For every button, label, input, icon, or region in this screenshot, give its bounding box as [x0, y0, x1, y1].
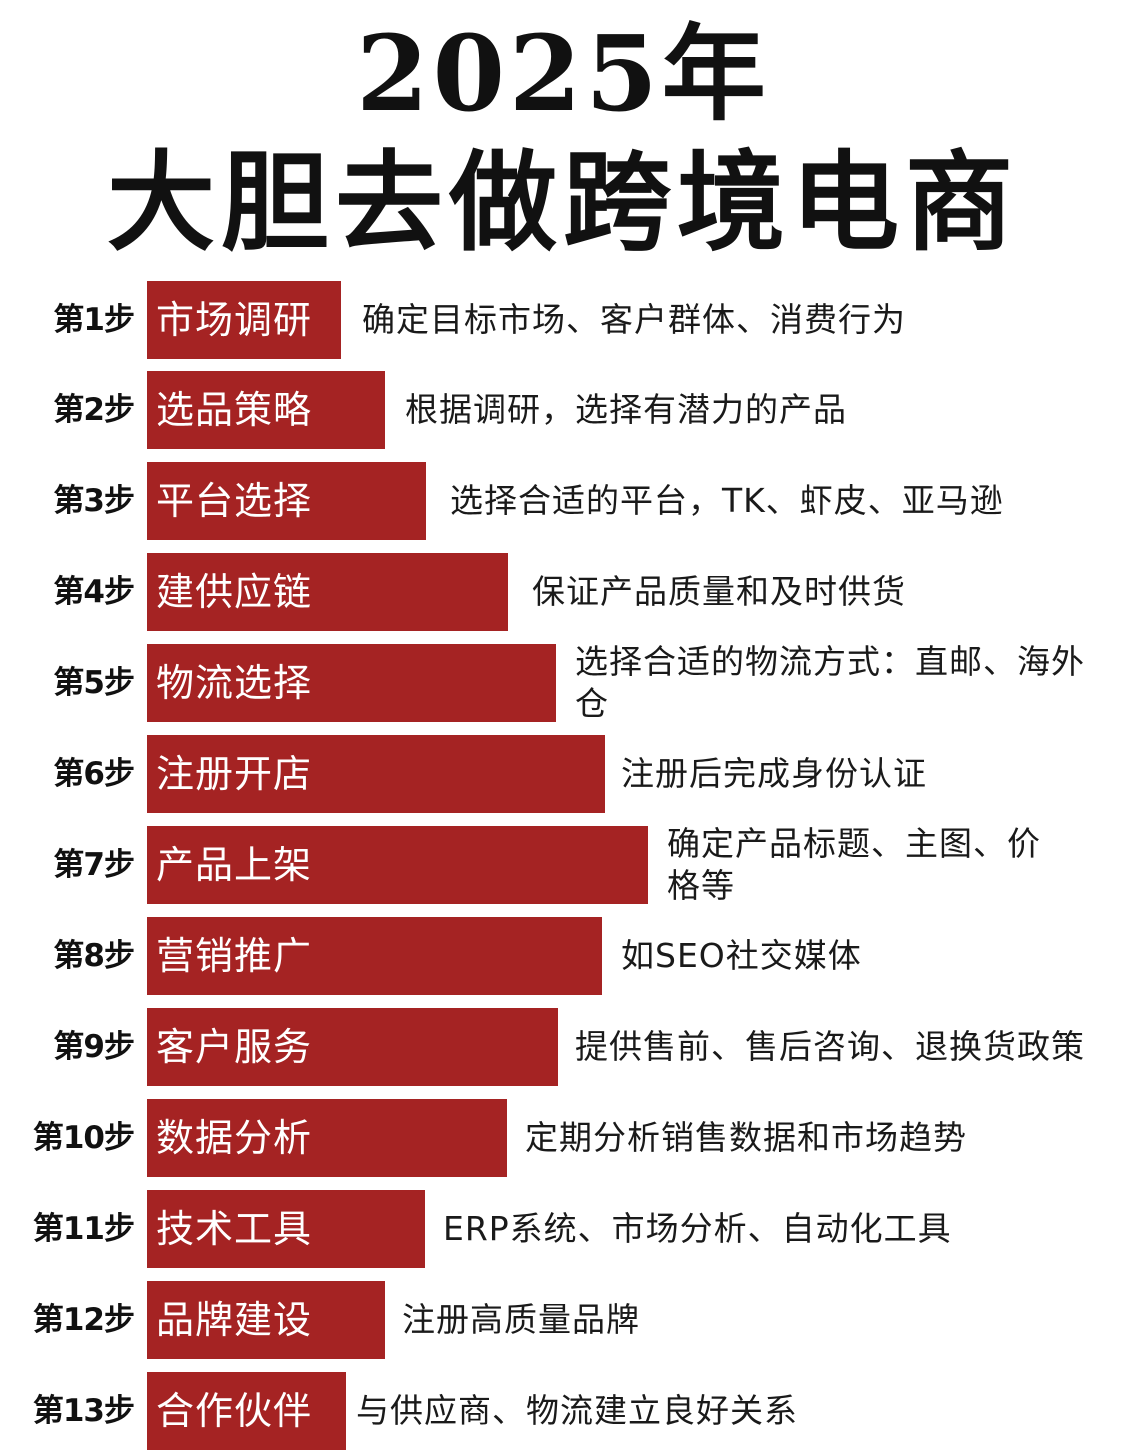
step-row: 第6步 注册开店 注册后完成身份认证	[0, 735, 1126, 813]
step-row: 第9步 客户服务 提供售前、售后咨询、退换货政策	[0, 1008, 1126, 1086]
step-title: 建供应链	[156, 570, 313, 614]
step-row: 第10步 数据分析 定期分析销售数据和市场趋势	[0, 1099, 1126, 1177]
step-row: 第1步 市场调研 确定目标市场、客户群体、消费行为	[0, 281, 1126, 359]
step-description: ERP系统、市场分析、自动化工具	[443, 1209, 952, 1248]
step-title: 市场调研	[156, 298, 313, 342]
step-bar	[147, 826, 648, 904]
step-description: 注册后完成身份认证	[621, 754, 927, 793]
step-bar	[147, 917, 602, 995]
step-bar	[147, 644, 556, 722]
step-bar	[147, 553, 508, 631]
step-description: 如SEO社交媒体	[621, 936, 862, 975]
step-bar	[147, 462, 426, 540]
step-bar	[147, 1008, 558, 1086]
step-bar	[147, 735, 605, 813]
step-row: 第11步 技术工具 ERP系统、市场分析、自动化工具	[0, 1190, 1126, 1268]
step-bar	[147, 371, 385, 449]
step-number: 第1步	[53, 302, 135, 338]
step-bar	[147, 1099, 507, 1177]
step-row: 第7步 产品上架 确定产品标题、主图、价格等	[0, 824, 1126, 905]
step-number: 第11步	[32, 1211, 135, 1247]
step-title: 品牌建设	[156, 1298, 313, 1342]
step-number: 第9步	[53, 1029, 135, 1065]
step-description: 保证产品质量和及时供货	[532, 572, 906, 611]
step-number: 第13步	[32, 1393, 135, 1429]
step-title: 技术工具	[156, 1207, 313, 1251]
step-number: 第3步	[53, 483, 135, 519]
step-number: 第12步	[32, 1302, 135, 1338]
step-description: 定期分析销售数据和市场趋势	[525, 1118, 967, 1157]
step-description: 确定目标市场、客户群体、消费行为	[362, 300, 906, 339]
step-description: 注册高质量品牌	[402, 1300, 640, 1339]
step-row: 第3步 平台选择 选择合适的平台，TK、虾皮、亚马逊	[0, 462, 1126, 540]
step-description: 选择合适的平台，TK、虾皮、亚马逊	[450, 481, 1004, 520]
step-bar	[147, 1372, 346, 1450]
step-description: 确定产品标题、主图、价格等	[667, 824, 1041, 905]
step-row: 第4步 建供应链 保证产品质量和及时供货	[0, 553, 1126, 631]
step-description: 提供售前、售后咨询、退换货政策	[575, 1027, 1085, 1066]
step-title: 数据分析	[156, 1116, 313, 1160]
step-row: 第5步 物流选择 选择合适的物流方式：直邮、海外仓	[0, 642, 1126, 723]
step-number: 第6步	[53, 756, 135, 792]
step-title: 选品策略	[156, 388, 313, 432]
step-number: 第5步	[53, 665, 135, 701]
title-year: 2025年	[356, 12, 770, 135]
step-title: 物流选择	[156, 661, 313, 705]
step-number: 第2步	[53, 392, 135, 428]
step-title: 产品上架	[156, 843, 313, 887]
step-title: 注册开店	[156, 752, 313, 796]
step-bar	[147, 1190, 425, 1268]
step-number: 第4步	[53, 574, 135, 610]
step-number: 第8步	[53, 938, 135, 974]
step-number: 第7步	[53, 847, 135, 883]
step-row: 第12步 品牌建设 注册高质量品牌	[0, 1281, 1126, 1359]
step-number: 第10步	[32, 1120, 135, 1156]
step-row: 第2步 选品策略 根据调研，选择有潜力的产品	[0, 371, 1126, 449]
step-description: 根据调研，选择有潜力的产品	[405, 390, 847, 429]
step-title: 客户服务	[156, 1025, 313, 1069]
step-row: 第8步 营销推广 如SEO社交媒体	[0, 917, 1126, 995]
step-bar	[147, 281, 341, 359]
step-title: 营销推广	[156, 934, 313, 978]
step-description: 与供应商、物流建立良好关系	[356, 1391, 798, 1430]
step-title: 合作伙伴	[156, 1389, 313, 1433]
step-title: 平台选择	[156, 479, 313, 523]
step-description: 选择合适的物流方式：直邮、海外仓	[575, 642, 1085, 723]
step-row: 第13步 合作伙伴 与供应商、物流建立良好关系	[0, 1372, 1126, 1450]
title-main: 大胆去做跨境电商	[106, 141, 1019, 266]
step-bar	[147, 1281, 385, 1359]
